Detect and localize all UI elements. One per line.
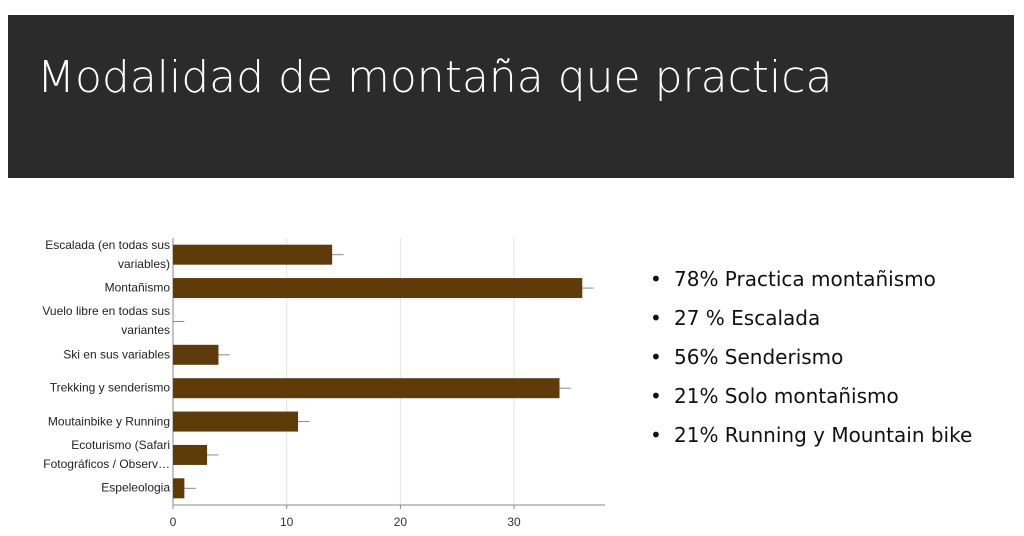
x-tick-label: 20: [394, 515, 408, 529]
y-tick-label: Moutainbike y Running: [47, 414, 170, 429]
slide-title: Modalidad de montaña que practica: [37, 52, 833, 103]
bar: [173, 411, 299, 432]
y-tick-label: Ski en sus variables: [63, 347, 170, 362]
bar: [173, 478, 185, 499]
bullet-item: 27 % Escalada: [650, 301, 972, 340]
bar: [173, 244, 333, 265]
bullet-item: 78% Practica montañismo: [650, 262, 972, 301]
bar: [173, 344, 219, 365]
bullet-item: 56% Senderismo: [650, 340, 972, 379]
y-tick-label: Ecoturismo (Safari Fotográficos / Observ…: [43, 437, 170, 471]
bar: [173, 378, 560, 399]
y-tick-label: Espeleologia: [101, 480, 170, 495]
chart: 0 10 20 30: [170, 238, 605, 529]
bar: [173, 278, 583, 299]
x-tick-label: 10: [280, 515, 294, 529]
y-tick-label: Vuelo libre en todas sus variantes: [42, 304, 170, 338]
x-tick-label: 0: [170, 515, 177, 529]
bullet-item: 21% Running y Mountain bike: [650, 418, 972, 457]
x-tick-label: 30: [507, 515, 521, 529]
y-tick-label: Escalada (en todas sus variables): [45, 237, 170, 271]
bullet-item: 21% Solo montañismo: [650, 379, 972, 418]
y-tick-label: Trekking y senderismo: [49, 380, 170, 395]
header-band: [8, 15, 1014, 178]
bullet-list: 78% Practica montañismo27 % Escalada56% …: [650, 262, 972, 457]
y-tick-label: Montañismo: [104, 280, 170, 295]
bar: [173, 444, 208, 465]
